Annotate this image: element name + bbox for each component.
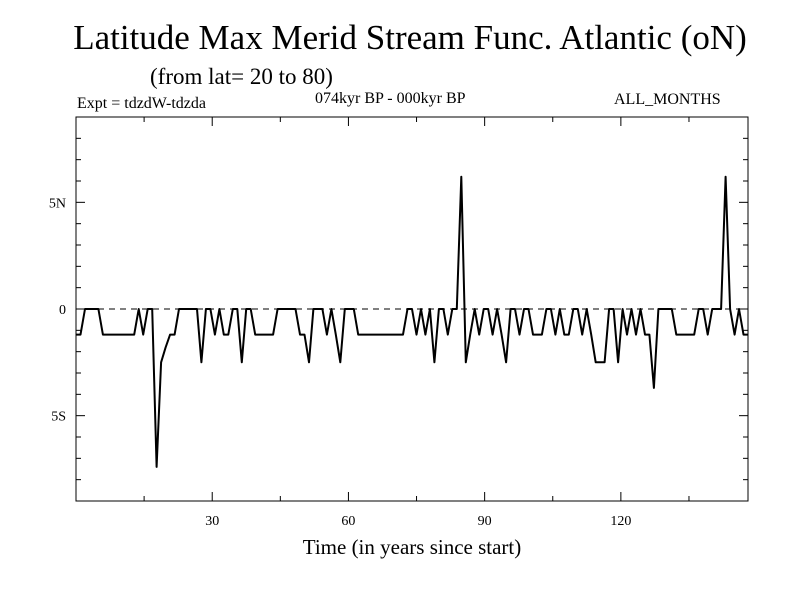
y-tick-label: 5N <box>49 196 66 211</box>
y-tick-label: 0 <box>59 303 66 318</box>
plot-frame <box>75 116 749 502</box>
x-tick-label: 60 <box>341 514 355 529</box>
series-line <box>76 175 748 468</box>
x-tick-label: 120 <box>610 514 631 529</box>
period-label: 074kyr BP - 000kyr BP <box>315 90 466 107</box>
chart-subtitle: (from lat= 20 to 80) <box>150 64 333 89</box>
axis-ticks <box>76 117 748 501</box>
chart-title: Latitude Max Merid Stream Func. Atlantic… <box>73 18 747 57</box>
experiment-label: Expt = tdzdW-tdzda <box>77 95 206 112</box>
months-label: ALL_MONTHS <box>614 91 721 108</box>
y-tick-label: 5S <box>51 410 66 425</box>
x-axis-label: Time (in years since start) <box>302 535 522 559</box>
x-tick-label: 90 <box>478 514 492 529</box>
x-tick-label: 30 <box>205 514 219 529</box>
tick-labels: 30 60 90 120 5N 0 5S <box>49 196 631 529</box>
